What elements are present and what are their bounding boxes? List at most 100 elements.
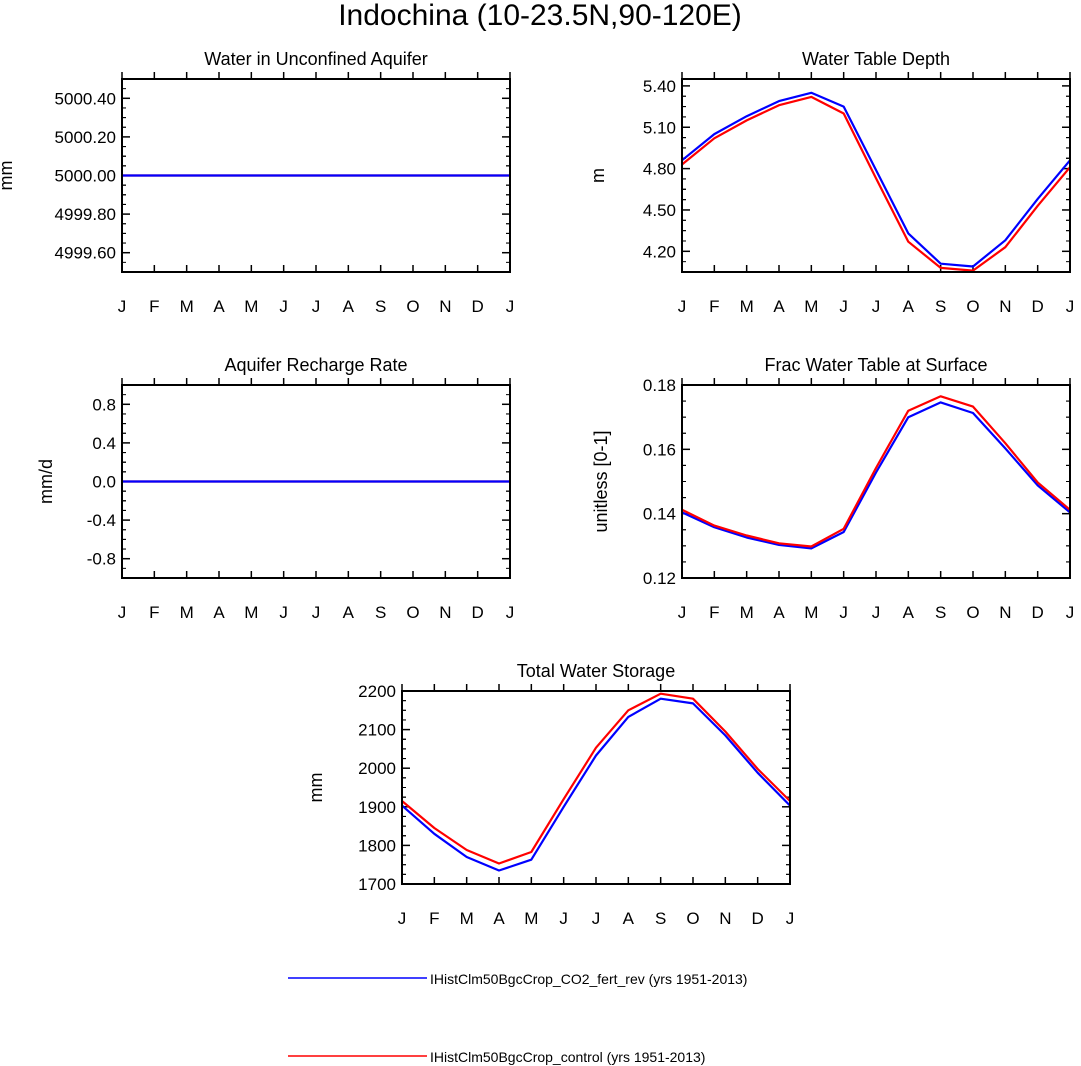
y-tick-label: 0.18 [643, 376, 676, 395]
legend-label: IHistClm50BgcCrop_control (yrs 1951-2013… [430, 1049, 705, 1065]
x-tick-label: J [279, 297, 288, 316]
x-tick-label: O [406, 603, 419, 622]
legend: IHistClm50BgcCrop_CO2_fert_rev (yrs 1951… [288, 971, 747, 1065]
x-tick-label: J [279, 603, 288, 622]
x-tick-label: S [935, 297, 946, 316]
x-tick-label: O [686, 909, 699, 928]
x-tick-label: A [213, 603, 225, 622]
x-tick-label: M [244, 603, 258, 622]
x-tick-label: N [439, 603, 451, 622]
y-tick-label: 0.14 [643, 505, 676, 524]
x-tick-label: D [472, 297, 484, 316]
x-tick-label: A [773, 603, 785, 622]
x-tick-label: J [506, 297, 515, 316]
x-tick-label: A [903, 603, 915, 622]
x-tick-label: M [244, 297, 258, 316]
plot-frame [121, 384, 511, 579]
y-axis-label: mm/d [36, 459, 56, 504]
panel-title: Aquifer Recharge Rate [224, 355, 407, 375]
plot-frame [121, 78, 511, 273]
y-tick-label: 5000.20 [55, 128, 116, 147]
y-axis-label: m [588, 168, 608, 183]
y-tick-label: -0.4 [87, 511, 116, 530]
x-tick-label: J [786, 909, 795, 928]
panel-title: Water in Unconfined Aquifer [204, 49, 427, 69]
y-tick-label: 0.16 [643, 440, 676, 459]
x-tick-label: A [213, 297, 225, 316]
x-tick-label: N [439, 297, 451, 316]
x-tick-label: O [406, 297, 419, 316]
x-tick-label: O [966, 297, 979, 316]
x-tick-label: J [678, 297, 687, 316]
x-tick-label: A [623, 909, 635, 928]
y-tick-label: 2200 [358, 682, 396, 701]
x-tick-label: D [472, 603, 484, 622]
y-tick-label: 0.4 [92, 434, 116, 453]
series-line [681, 401, 1071, 550]
x-tick-label: M [804, 297, 818, 316]
y-tick-label: 0.0 [92, 473, 116, 492]
x-tick-label: N [999, 603, 1011, 622]
x-tick-label: O [966, 603, 979, 622]
x-tick-label: J [592, 909, 601, 928]
y-axis-label: mm [0, 161, 16, 191]
y-tick-label: 5.40 [643, 77, 676, 96]
y-axis-label: mm [306, 773, 326, 803]
x-tick-label: S [375, 603, 386, 622]
x-tick-label: M [180, 297, 194, 316]
x-tick-label: A [493, 909, 505, 928]
x-tick-label: J [118, 603, 127, 622]
figure-title: Indochina (10-23.5N,90-120E) [338, 0, 742, 32]
x-tick-label: J [872, 603, 881, 622]
x-tick-label: A [343, 603, 355, 622]
x-tick-label: A [773, 297, 785, 316]
x-tick-label: M [804, 603, 818, 622]
y-tick-label: 4.80 [643, 160, 676, 179]
y-tick-label: -0.8 [87, 550, 116, 569]
series-line [401, 692, 791, 865]
x-tick-label: M [740, 603, 754, 622]
y-tick-label: 4.50 [643, 201, 676, 220]
x-tick-label: F [149, 297, 159, 316]
y-tick-label: 4.20 [643, 242, 676, 261]
x-tick-label: N [719, 909, 731, 928]
x-tick-label: F [709, 603, 719, 622]
x-tick-label: M [180, 603, 194, 622]
chart-panel: Frac Water Table at Surface unitless [0-1… [591, 355, 1074, 622]
panel-title: Total Water Storage [517, 661, 675, 681]
x-tick-label: F [149, 603, 159, 622]
y-tick-label: 1800 [358, 836, 396, 855]
x-tick-label: J [872, 297, 881, 316]
y-tick-label: 5.10 [643, 118, 676, 137]
y-tick-label: 0.8 [92, 395, 116, 414]
y-tick-label: 2000 [358, 759, 396, 778]
y-tick-label: 1900 [358, 798, 396, 817]
y-tick-label: 5000.40 [55, 89, 116, 108]
x-tick-label: F [429, 909, 439, 928]
x-tick-label: S [655, 909, 666, 928]
x-tick-label: J [839, 297, 848, 316]
plot-frame [681, 78, 1071, 273]
panel-title: Water Table Depth [802, 49, 950, 69]
x-tick-label: J [839, 603, 848, 622]
plot-frame [401, 690, 791, 885]
x-tick-label: J [678, 603, 687, 622]
y-axis-label: unitless [0-1] [591, 430, 611, 532]
y-tick-label: 4999.80 [55, 205, 116, 224]
x-tick-label: M [740, 297, 754, 316]
x-tick-label: F [709, 297, 719, 316]
y-tick-label: 1700 [358, 875, 396, 894]
x-tick-label: J [118, 297, 127, 316]
series-line [681, 95, 1071, 272]
plot-frame [681, 384, 1071, 579]
y-tick-label: 4999.60 [55, 244, 116, 263]
x-tick-label: M [460, 909, 474, 928]
x-tick-label: J [559, 909, 568, 928]
x-tick-label: J [312, 297, 321, 316]
